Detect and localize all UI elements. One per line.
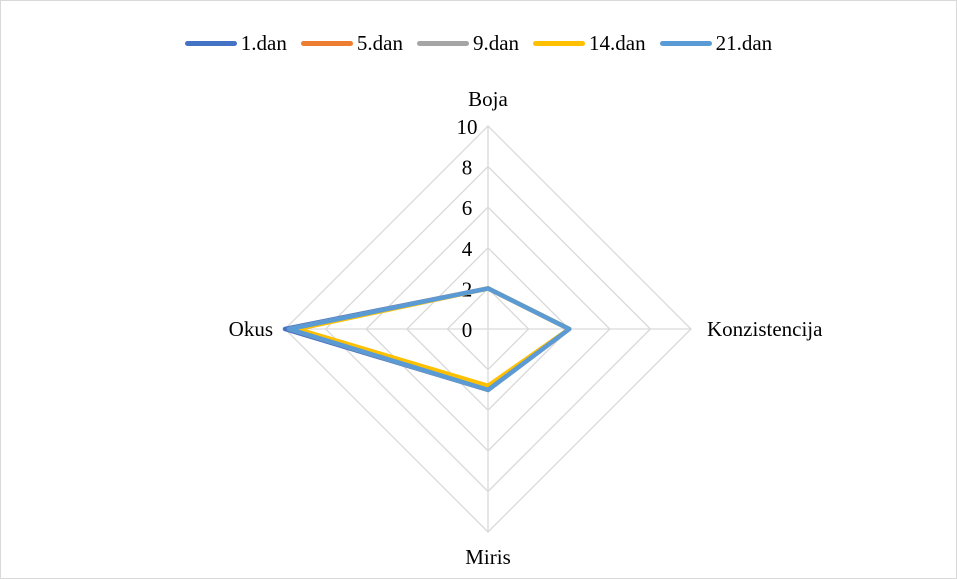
legend-label-14: 14.dan — [589, 31, 646, 55]
category-label-okus: Okus — [229, 317, 273, 341]
tick-label-0: 0 — [462, 318, 473, 342]
legend-swatch-14 — [533, 41, 586, 46]
legend-label-1: 1.dan — [240, 31, 287, 55]
tick-label-10: 10 — [457, 115, 478, 139]
legend-item-21: 21.dan — [659, 31, 773, 56]
legend-item-5: 5.dan — [300, 31, 403, 56]
tick-label-4: 4 — [462, 237, 473, 261]
legend: 1.dan 5.dan 9.dan 14.dan 21.dan — [1, 31, 956, 56]
legend-label-5: 5.dan — [356, 31, 403, 55]
category-label-boja: Boja — [468, 87, 508, 111]
tick-label-2: 2 — [462, 277, 473, 301]
category-label-miris: Miris — [465, 545, 511, 569]
tick-label-6: 6 — [462, 196, 473, 220]
legend-swatch-9 — [416, 41, 469, 46]
series-line-21.dan — [286, 286, 572, 393]
tick-label-8: 8 — [462, 156, 473, 180]
legend-item-1: 1.dan — [184, 31, 287, 56]
legend-swatch-5 — [300, 41, 353, 46]
legend-swatch-1 — [184, 41, 237, 46]
legend-swatch-21 — [659, 41, 712, 46]
category-label-konzistencija: Konzistencija — [707, 317, 823, 341]
legend-label-21: 21.dan — [715, 31, 773, 55]
legend-item-14: 14.dan — [533, 31, 646, 56]
legend-item-9: 9.dan — [416, 31, 520, 56]
legend-label-9: 9.dan — [472, 31, 520, 55]
